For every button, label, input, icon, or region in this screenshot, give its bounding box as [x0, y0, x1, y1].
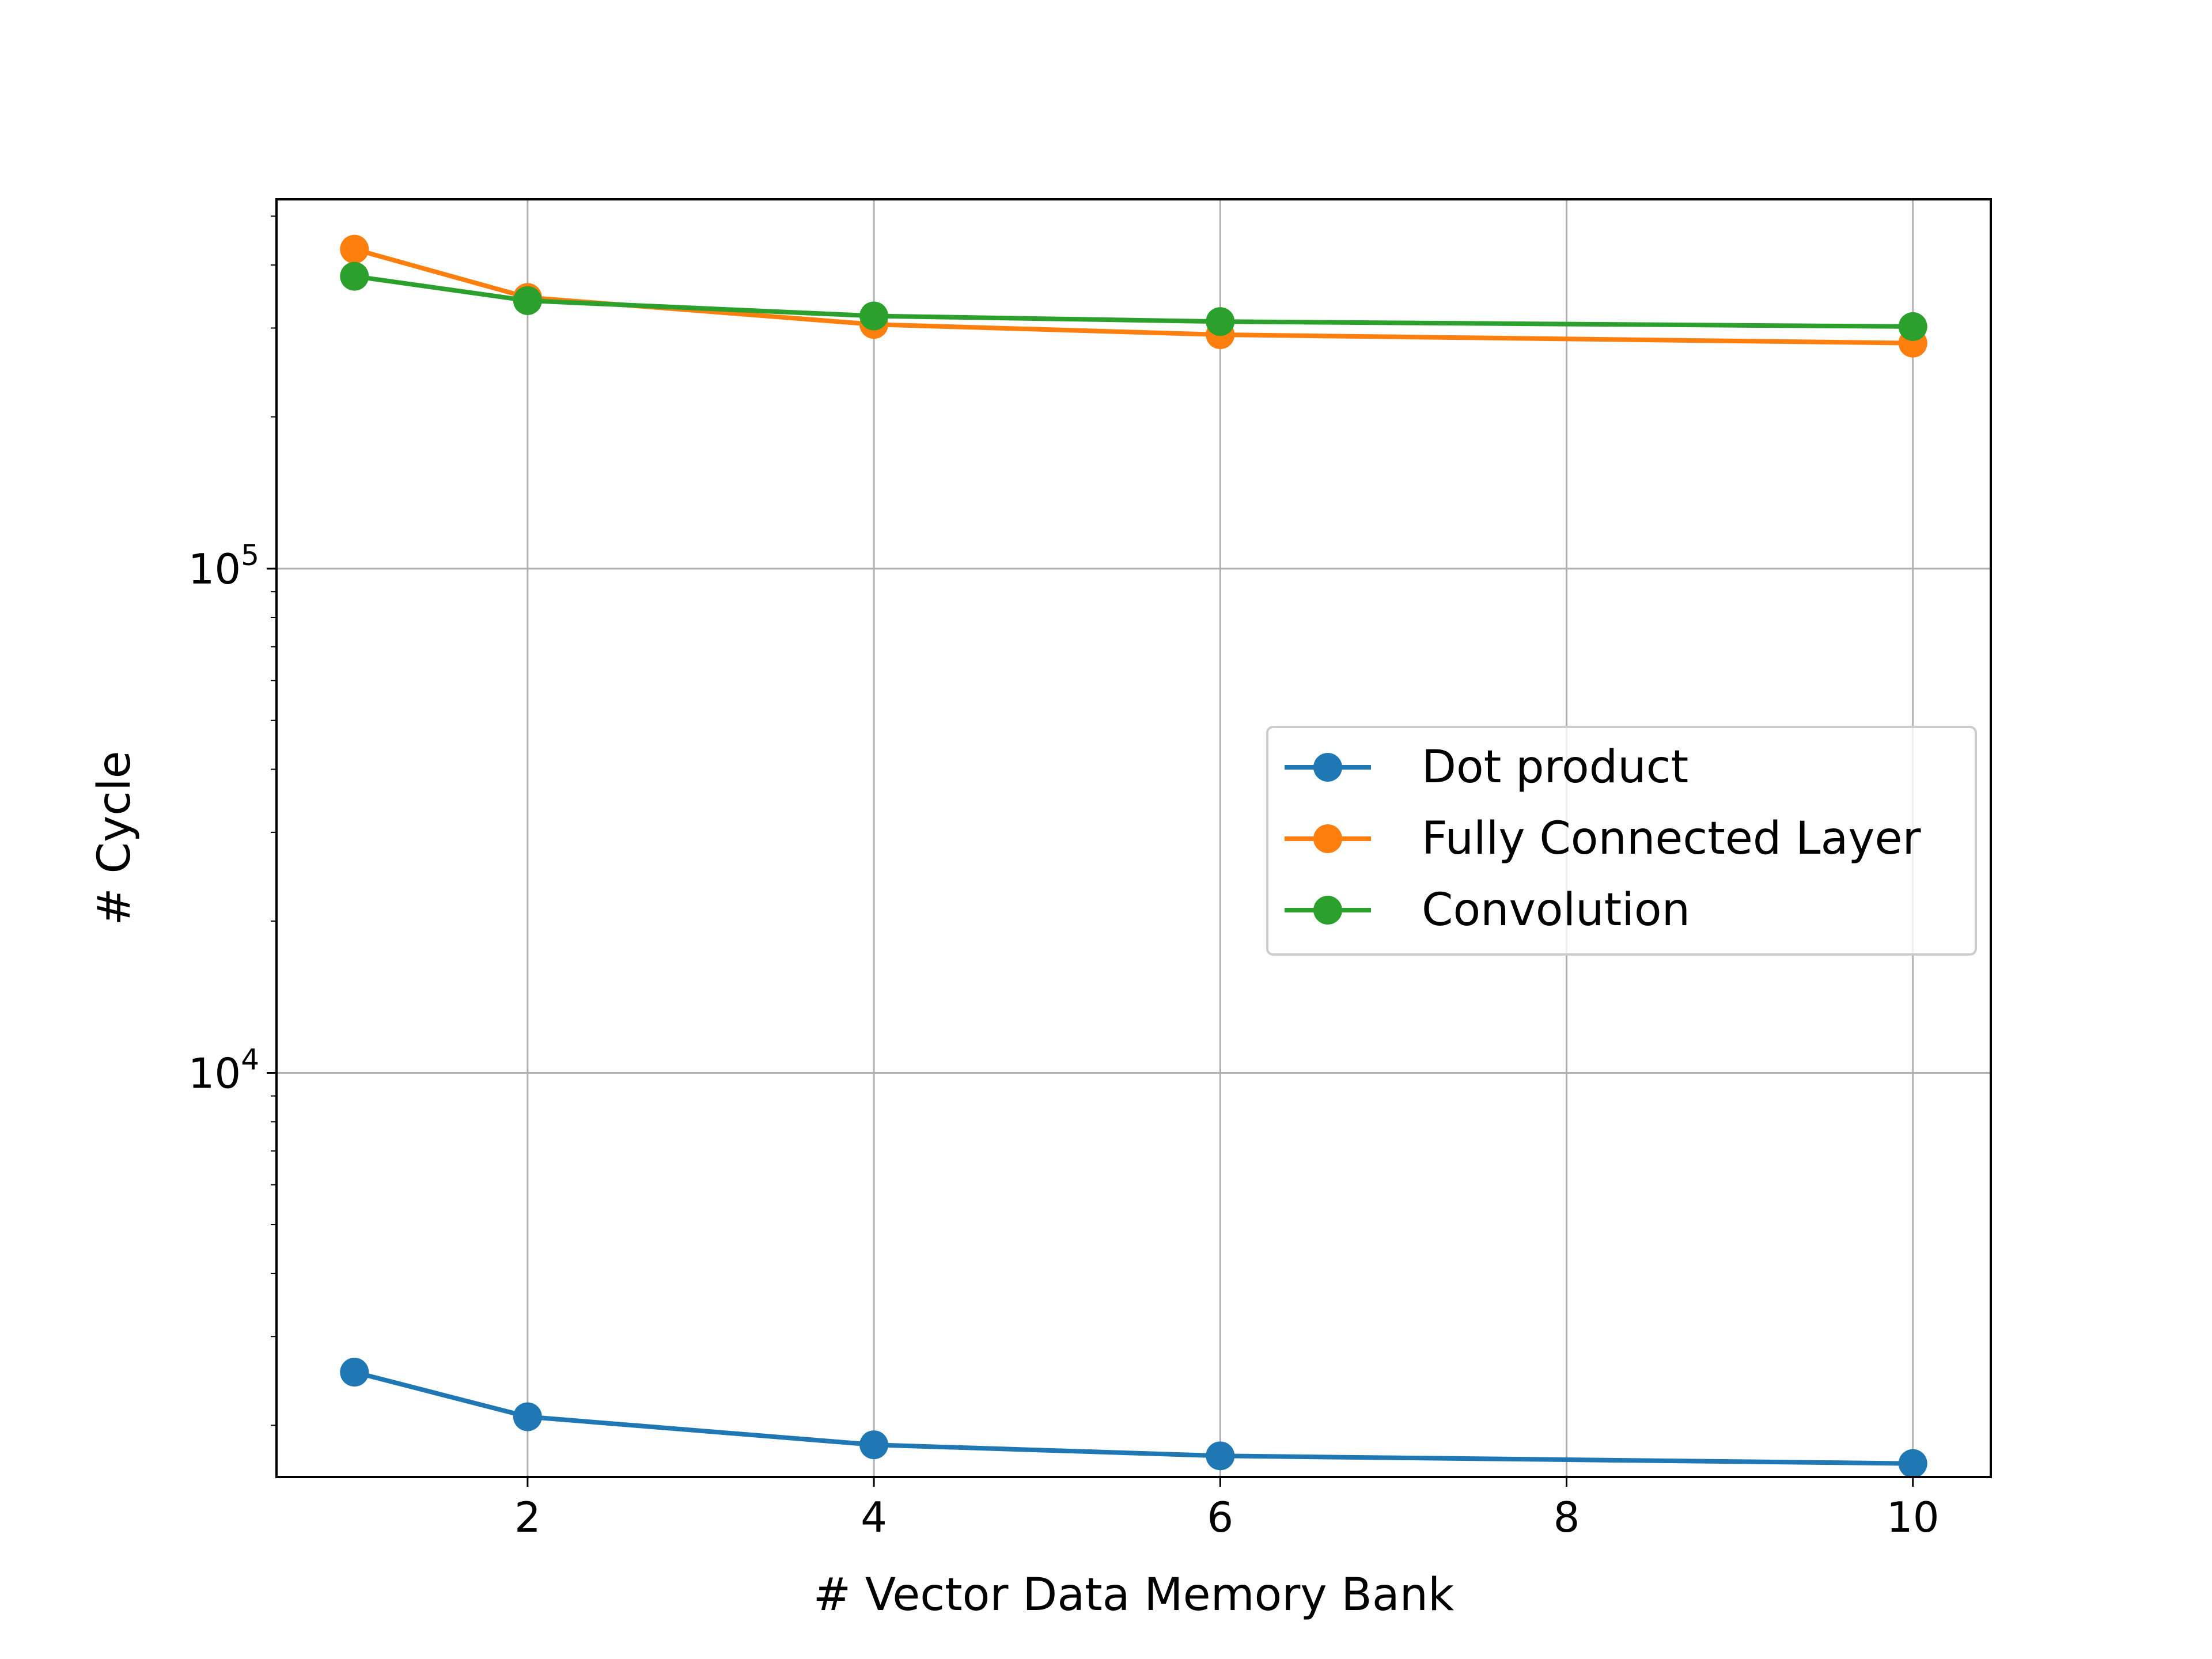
ticks: 2 4 6 8 10 104 105: [188, 215, 1940, 1541]
data-point: [1206, 1441, 1235, 1471]
legend-swatch-marker: [1313, 896, 1342, 925]
legend-label: Fully Connected Layer: [1422, 813, 1922, 865]
x-tick-label: 4: [861, 1493, 887, 1541]
data-point: [513, 1402, 542, 1431]
x-axis-label: # Vector Data Memory Bank: [813, 1569, 1454, 1621]
series-layer: [340, 234, 1927, 1478]
grid: [276, 199, 1991, 1477]
legend-box: [1266, 726, 1977, 956]
x-tick-label: 8: [1554, 1493, 1580, 1541]
y-tick-label: 104: [188, 1043, 259, 1098]
data-point: [513, 286, 542, 315]
legend-label: Convolution: [1422, 884, 1690, 936]
x-tick-label: 6: [1207, 1493, 1233, 1541]
data-point: [1898, 1449, 1927, 1478]
plot-frame: [275, 198, 1992, 1478]
data-point: [859, 301, 889, 331]
legend: Dot product Fully Connected Layer Convolut…: [1266, 726, 1977, 956]
data-point: [340, 234, 369, 264]
data-point: [1206, 307, 1235, 336]
x-tick-label: 2: [514, 1493, 541, 1541]
data-point: [340, 1358, 369, 1387]
legend-swatch-marker: [1313, 753, 1342, 782]
legend-swatch-marker: [1313, 824, 1342, 853]
legend-label: Dot product: [1422, 741, 1688, 793]
y-axis-label: # Cycle: [89, 751, 141, 925]
y-tick-label: 105: [188, 539, 259, 593]
x-tick-label: 10: [1887, 1493, 1940, 1541]
data-point: [340, 262, 369, 291]
data-point: [1898, 312, 1927, 341]
data-point: [859, 1430, 889, 1460]
